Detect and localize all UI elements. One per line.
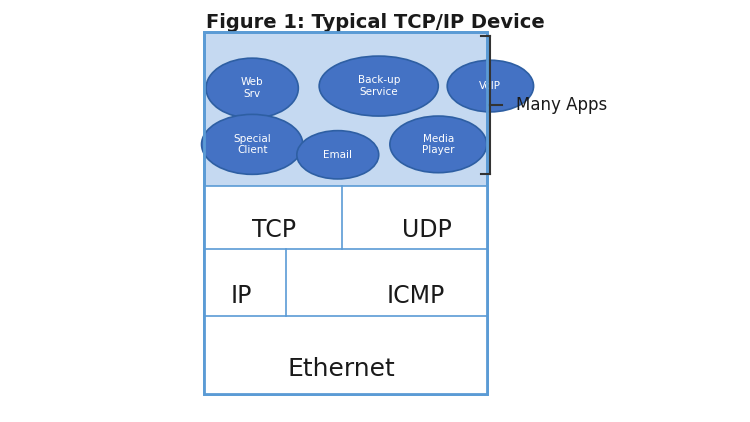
Ellipse shape <box>447 60 533 112</box>
Ellipse shape <box>297 131 379 179</box>
Text: Back-up
Service: Back-up Service <box>358 75 400 97</box>
Text: UDP: UDP <box>402 218 452 242</box>
Text: IP: IP <box>230 284 252 308</box>
Text: ICMP: ICMP <box>387 284 445 308</box>
Text: VoIP: VoIP <box>479 81 502 91</box>
FancyBboxPatch shape <box>204 186 487 394</box>
Ellipse shape <box>206 58 298 118</box>
Ellipse shape <box>320 56 438 116</box>
Text: TCP: TCP <box>253 218 296 242</box>
Text: Media
Player: Media Player <box>422 134 454 155</box>
Text: Ethernet: Ethernet <box>288 357 395 381</box>
FancyBboxPatch shape <box>204 32 487 394</box>
Text: Special
Client: Special Client <box>233 134 271 155</box>
Ellipse shape <box>202 114 303 174</box>
Text: Web
Srv: Web Srv <box>241 77 263 99</box>
Text: Figure 1: Typical TCP/IP Device: Figure 1: Typical TCP/IP Device <box>206 13 544 32</box>
Text: Email: Email <box>323 150 352 160</box>
Ellipse shape <box>390 116 487 173</box>
Text: Many Apps: Many Apps <box>517 96 608 114</box>
